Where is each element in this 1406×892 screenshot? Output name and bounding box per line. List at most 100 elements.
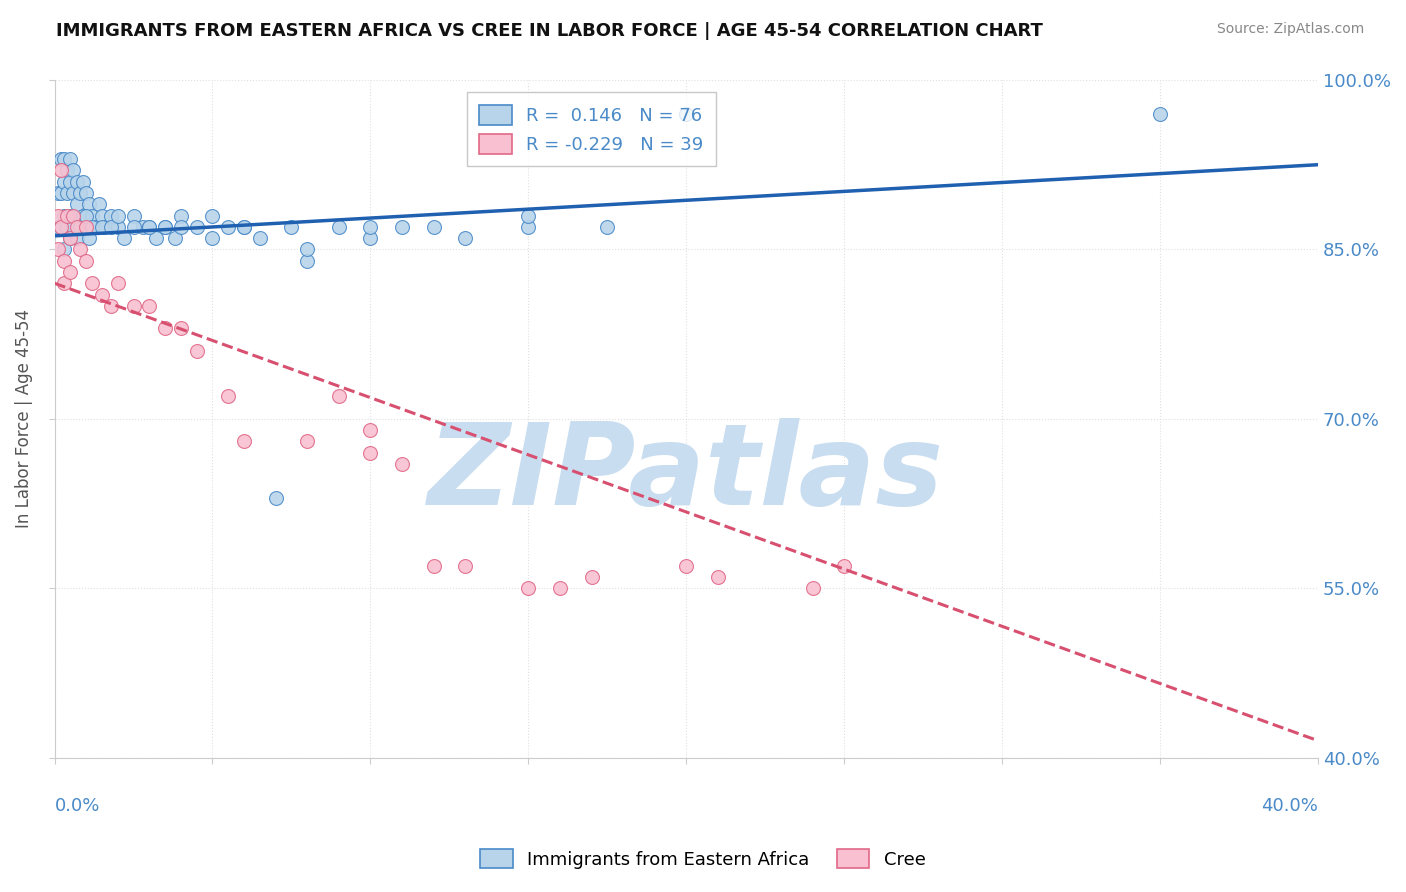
Point bbox=[69, 243, 91, 257]
Point bbox=[233, 219, 256, 234]
Point bbox=[59, 152, 82, 166]
Point bbox=[548, 581, 571, 595]
Point bbox=[66, 231, 89, 245]
Point bbox=[59, 175, 82, 189]
Point bbox=[49, 152, 72, 166]
Point bbox=[138, 219, 160, 234]
Point bbox=[53, 209, 76, 223]
Point bbox=[90, 219, 112, 234]
Point bbox=[59, 265, 82, 279]
Point bbox=[59, 209, 82, 223]
Point bbox=[53, 152, 76, 166]
Point bbox=[675, 107, 697, 121]
Point bbox=[100, 219, 122, 234]
Point bbox=[90, 209, 112, 223]
Point bbox=[46, 186, 69, 200]
Point bbox=[280, 219, 302, 234]
Point bbox=[170, 209, 193, 223]
Point bbox=[90, 287, 112, 301]
Point bbox=[53, 277, 76, 291]
Point bbox=[233, 434, 256, 449]
Point bbox=[122, 209, 145, 223]
Point bbox=[217, 389, 239, 403]
Point bbox=[49, 219, 72, 234]
Point bbox=[62, 163, 84, 178]
Legend: Immigrants from Eastern Africa, Cree: Immigrants from Eastern Africa, Cree bbox=[474, 841, 932, 876]
Point bbox=[422, 558, 444, 573]
Point bbox=[122, 219, 145, 234]
Point bbox=[517, 581, 540, 595]
Point bbox=[170, 321, 193, 335]
Point bbox=[59, 231, 82, 245]
Text: Source: ZipAtlas.com: Source: ZipAtlas.com bbox=[1216, 22, 1364, 37]
Point bbox=[46, 243, 69, 257]
Point bbox=[77, 231, 100, 245]
Point bbox=[454, 231, 477, 245]
Point bbox=[82, 277, 104, 291]
Point bbox=[359, 231, 381, 245]
Point bbox=[217, 219, 239, 234]
Point bbox=[359, 423, 381, 437]
Point bbox=[75, 209, 97, 223]
Point bbox=[66, 197, 89, 211]
Point bbox=[46, 219, 69, 234]
Point bbox=[107, 219, 129, 234]
Point bbox=[82, 219, 104, 234]
Point bbox=[153, 219, 176, 234]
Point bbox=[53, 243, 76, 257]
Point bbox=[233, 219, 256, 234]
Point bbox=[249, 231, 271, 245]
Point bbox=[100, 209, 122, 223]
Point bbox=[170, 219, 193, 234]
Point bbox=[107, 277, 129, 291]
Point bbox=[122, 299, 145, 313]
Point bbox=[201, 231, 224, 245]
Point bbox=[163, 231, 186, 245]
Point bbox=[59, 231, 82, 245]
Point bbox=[107, 209, 129, 223]
Point bbox=[62, 209, 84, 223]
Point bbox=[832, 558, 855, 573]
Text: IMMIGRANTS FROM EASTERN AFRICA VS CREE IN LABOR FORCE | AGE 45-54 CORRELATION CH: IMMIGRANTS FROM EASTERN AFRICA VS CREE I… bbox=[56, 22, 1043, 40]
Point bbox=[69, 186, 91, 200]
Point bbox=[801, 581, 824, 595]
Point bbox=[145, 231, 167, 245]
Point bbox=[69, 219, 91, 234]
Point bbox=[454, 558, 477, 573]
Point bbox=[75, 219, 97, 234]
Point bbox=[138, 219, 160, 234]
Point bbox=[297, 434, 319, 449]
Point bbox=[153, 219, 176, 234]
Point bbox=[264, 491, 287, 505]
Point bbox=[82, 209, 104, 223]
Point bbox=[66, 175, 89, 189]
Text: ZIPatlas: ZIPatlas bbox=[429, 417, 945, 529]
Point bbox=[422, 219, 444, 234]
Point bbox=[517, 219, 540, 234]
Point bbox=[49, 163, 72, 178]
Point bbox=[75, 253, 97, 268]
Point bbox=[328, 389, 350, 403]
Point bbox=[138, 299, 160, 313]
Point bbox=[186, 344, 208, 359]
Point bbox=[56, 186, 79, 200]
Point bbox=[53, 175, 76, 189]
Point bbox=[77, 197, 100, 211]
Text: 40.0%: 40.0% bbox=[1261, 797, 1319, 814]
Point bbox=[391, 219, 413, 234]
Legend: R =  0.146   N = 76, R = -0.229   N = 39: R = 0.146 N = 76, R = -0.229 N = 39 bbox=[467, 93, 716, 167]
Point bbox=[707, 570, 730, 584]
Point bbox=[72, 175, 94, 189]
Point bbox=[56, 163, 79, 178]
Point bbox=[100, 299, 122, 313]
Y-axis label: In Labor Force | Age 45-54: In Labor Force | Age 45-54 bbox=[15, 310, 32, 528]
Point bbox=[1149, 107, 1171, 121]
Point bbox=[66, 219, 89, 234]
Point bbox=[153, 321, 176, 335]
Point bbox=[94, 219, 117, 234]
Point bbox=[297, 253, 319, 268]
Point bbox=[62, 186, 84, 200]
Point bbox=[112, 231, 135, 245]
Point bbox=[391, 457, 413, 471]
Point bbox=[46, 209, 69, 223]
